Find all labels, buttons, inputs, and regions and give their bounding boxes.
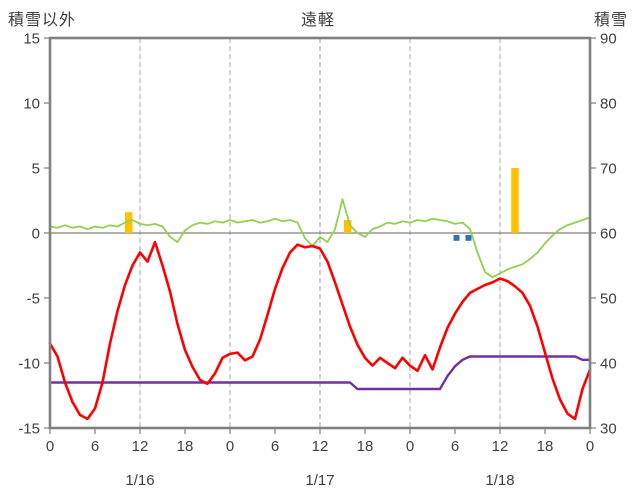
left-axis-tick-label: -5 — [27, 291, 40, 308]
x-tick-label: 12 — [132, 438, 149, 455]
left-axis-tick-label: 5 — [32, 161, 40, 178]
purple-line — [48, 355, 592, 391]
right-axis-tick-label: 40 — [600, 356, 617, 373]
x-tick-label: 0 — [226, 438, 234, 455]
x-tick-label: 6 — [451, 438, 459, 455]
x-tick-label: 0 — [46, 438, 54, 455]
yellow-bars-bar — [344, 220, 352, 233]
left-axis-tick-label: -15 — [18, 421, 40, 438]
green-line — [49, 198, 591, 279]
blue-marks-bar — [453, 234, 460, 241]
right-axis-tick-label: 50 — [600, 291, 617, 308]
x-tick-label: 18 — [357, 438, 374, 455]
left-axis-tick-label: 15 — [23, 31, 40, 48]
right-axis-tick-label: 30 — [600, 421, 617, 438]
blue-marks-bar — [465, 234, 472, 241]
x-tick-label: 0 — [586, 438, 594, 455]
x-tick-label: 12 — [312, 438, 329, 455]
date-label: 1/16 — [125, 472, 154, 489]
chart-title: 遠軽 — [300, 12, 335, 29]
yellow-bars-bar — [125, 212, 133, 233]
x-tick-label: 0 — [406, 438, 414, 455]
x-tick-label: 6 — [271, 438, 279, 455]
x-tick-label: 6 — [91, 438, 99, 455]
left-axis-tick-label: 10 — [23, 96, 40, 113]
red-line — [48, 240, 592, 421]
x-tick-label: 18 — [177, 438, 194, 455]
left-axis-tick-label: -10 — [18, 356, 40, 373]
left-axis-title: 積雪以外 — [8, 12, 77, 29]
date-label: 1/17 — [305, 472, 334, 489]
x-tick-label: 12 — [492, 438, 509, 455]
right-axis-tick-label: 60 — [600, 226, 617, 243]
left-axis-tick-label: 0 — [32, 226, 40, 243]
right-axis-tick-label: 70 — [600, 161, 617, 178]
right-axis-title: 積雪 — [593, 12, 628, 29]
yellow-bars-bar — [511, 168, 519, 233]
x-tick-label: 18 — [537, 438, 554, 455]
right-axis-tick-label: 80 — [600, 96, 617, 113]
right-axis-tick-label: 90 — [600, 31, 617, 48]
date-label: 1/18 — [485, 472, 514, 489]
